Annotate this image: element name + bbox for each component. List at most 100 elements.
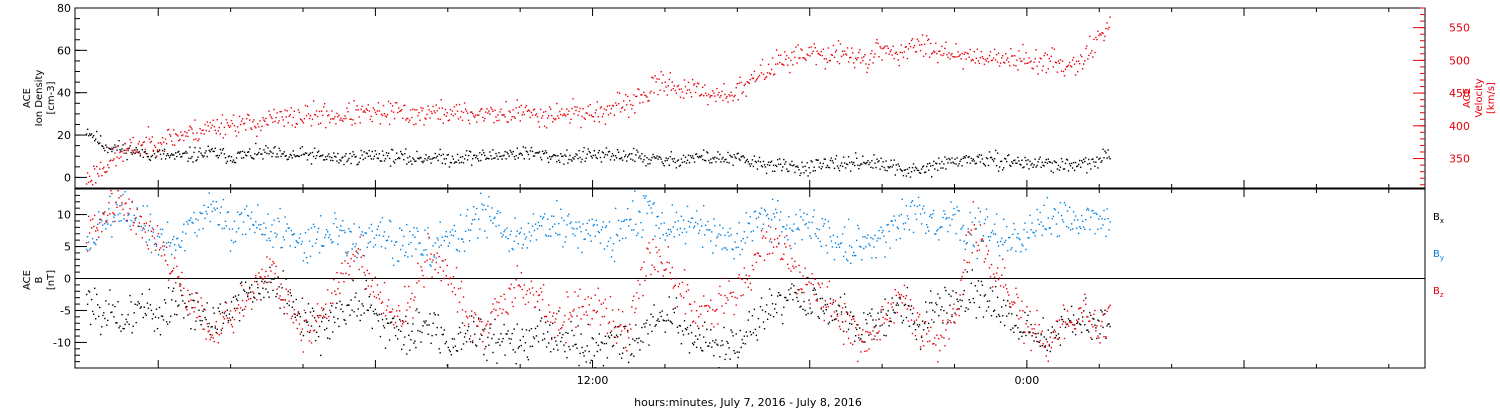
velocity-data-point (286, 110, 288, 112)
bx-data-point (522, 335, 524, 338)
velocity-data-point (637, 88, 639, 90)
bz-data-point (486, 323, 488, 325)
by-data-point (859, 245, 861, 247)
bz-data-point (453, 287, 456, 289)
velocity-data-point (772, 74, 775, 76)
by-data-point (532, 213, 535, 215)
bx-data-point (525, 329, 528, 331)
density-data-point (212, 150, 214, 153)
density-data-point (264, 151, 266, 153)
by-data-point (495, 225, 497, 227)
bx-data-point (1055, 334, 1058, 337)
velocity-data-point (405, 119, 407, 121)
bz-data-point (780, 258, 782, 261)
by-data-point (353, 223, 355, 225)
bz-data-point (279, 295, 281, 297)
by-data-point (892, 224, 894, 226)
bx-data-point (516, 323, 518, 325)
bx-data-point (709, 342, 711, 344)
bx-data-point (668, 296, 670, 298)
velocity-data-point (392, 111, 395, 113)
bz-data-point (853, 318, 855, 320)
velocity-data-point (307, 113, 310, 115)
velocity-data-point (415, 123, 417, 125)
density-data-point (1030, 164, 1032, 166)
density-data-point (173, 154, 175, 156)
bx-data-point (249, 286, 251, 289)
velocity-data-point (227, 124, 230, 127)
bx-data-point (1089, 311, 1091, 314)
velocity-data-point (374, 111, 377, 114)
density-data-point (353, 153, 355, 156)
density-data-point (893, 159, 895, 161)
density-data-point (233, 161, 236, 163)
bx-data-point (356, 315, 358, 317)
bz-data-point (726, 297, 728, 299)
by-data-point (688, 226, 691, 228)
density-data-point (726, 161, 728, 164)
density-data-point (633, 147, 635, 150)
bx-data-point (450, 354, 453, 356)
bz-data-point (525, 293, 528, 296)
density-data-point (265, 145, 267, 147)
by-data-point (274, 232, 276, 234)
velocity-data-point (206, 121, 208, 123)
bz-data-point (555, 318, 557, 320)
bx-data-point (236, 299, 239, 302)
by-data-point (188, 219, 190, 221)
bz-data-point (504, 298, 506, 300)
density-data-point (349, 152, 351, 155)
bz-data-point (106, 221, 108, 223)
velocity-data-point (375, 113, 378, 116)
velocity-data-point (1022, 43, 1024, 46)
velocity-data-point (769, 73, 772, 75)
density-data-point (166, 153, 169, 155)
bz-data-point (260, 276, 262, 278)
by-data-point (728, 235, 730, 237)
density-data-point (617, 151, 620, 153)
bx-data-point (797, 300, 799, 302)
velocity-data-point (99, 168, 101, 170)
bx-data-point (307, 303, 310, 305)
velocity-data-point (649, 92, 651, 94)
density-data-point (754, 160, 757, 163)
by-data-point (542, 216, 545, 218)
bz-data-point (457, 288, 460, 290)
by-data-point (307, 229, 310, 231)
velocity-data-point (985, 60, 988, 62)
bx-data-point (247, 295, 249, 298)
bz-data-point (213, 340, 215, 343)
bx-data-point (1061, 318, 1064, 321)
density-data-point (605, 147, 608, 149)
bx-data-point (939, 297, 941, 299)
bx-data-point (243, 290, 246, 292)
velocity-data-point (771, 57, 774, 59)
density-data-point (180, 156, 182, 158)
bx-data-point (1053, 329, 1056, 331)
by-data-point (1108, 229, 1110, 231)
bz-data-point (89, 219, 92, 221)
bx-data-point (858, 337, 860, 339)
velocity-data-point (570, 118, 572, 120)
bx-data-point (879, 325, 881, 327)
bz-data-point (651, 264, 653, 266)
density-data-point (922, 165, 925, 167)
velocity-data-point (443, 114, 445, 116)
by-data-point (725, 247, 727, 249)
velocity-data-point (512, 109, 514, 111)
bz-data-point (138, 222, 140, 224)
velocity-data-point (722, 99, 724, 102)
by-data-point (1082, 220, 1084, 223)
density-data-point (1039, 156, 1041, 158)
bz-data-point (184, 278, 186, 280)
density-data-point (568, 158, 570, 161)
by-data-point (283, 239, 285, 241)
bx-data-point (1058, 337, 1061, 339)
velocity-data-point (653, 92, 655, 94)
bz-data-point (356, 251, 358, 253)
velocity-data-point (131, 149, 133, 152)
bz-data-point (241, 299, 244, 302)
velocity-data-point (895, 51, 897, 53)
velocity-data-point (1105, 27, 1107, 30)
by-data-point (425, 249, 427, 251)
